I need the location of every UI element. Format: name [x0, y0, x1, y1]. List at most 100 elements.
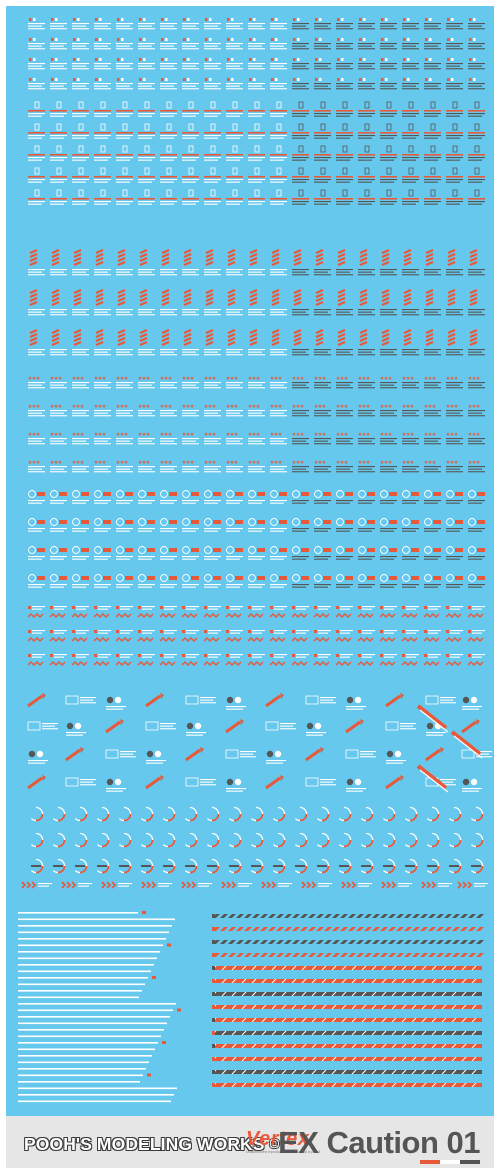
star-icon	[362, 404, 366, 408]
warning-underline	[248, 154, 265, 156]
warning-underline	[94, 154, 111, 156]
decal-text-line	[296, 606, 309, 608]
caution-square	[51, 58, 54, 61]
circle-badge	[50, 574, 58, 582]
decal-text-line	[292, 412, 306, 414]
decal-text-line	[248, 502, 262, 504]
caution-square	[359, 18, 362, 21]
hazard-stripe	[388, 940, 396, 944]
badge-block	[477, 520, 485, 524]
circle-badge	[248, 546, 256, 554]
decal-text-line	[274, 632, 284, 634]
hazard-stripe	[337, 340, 346, 347]
warning-underline	[226, 198, 243, 200]
decal-text-line	[98, 632, 108, 634]
star-icon	[102, 432, 106, 436]
caution-square	[253, 58, 256, 61]
warning-underline	[380, 176, 397, 178]
badge-block	[235, 492, 243, 496]
hazard-stripe	[308, 953, 316, 957]
decal-text-line	[116, 274, 133, 276]
decal-text-line	[314, 43, 331, 45]
decal-text-line	[424, 438, 441, 440]
ring-icon	[57, 865, 66, 874]
hazard-stripe	[29, 252, 38, 259]
hazard-stripe	[381, 256, 390, 263]
decal-text-line	[160, 530, 174, 532]
decal-text-line	[424, 63, 441, 65]
warning-box-outline	[276, 101, 282, 109]
caution-square	[407, 78, 410, 81]
decal-text-line	[426, 734, 443, 736]
badge-block	[81, 520, 89, 524]
decal-text-line	[116, 157, 133, 159]
decal-text-line	[402, 115, 416, 117]
caution-square	[319, 38, 322, 41]
decal-text-line	[380, 382, 397, 384]
decal-text-line	[78, 885, 89, 887]
star-icon	[208, 432, 212, 436]
danger-square	[402, 630, 405, 633]
decal-text-line	[72, 201, 89, 203]
caution-square	[275, 18, 278, 21]
decal-text-line	[186, 608, 196, 610]
decal-text-line	[358, 159, 372, 161]
decal-text-line	[380, 530, 394, 532]
star-icon	[428, 460, 432, 464]
decal-text-line	[94, 558, 108, 560]
decal-text-line	[106, 788, 126, 790]
star-icon	[292, 404, 296, 408]
decal-text-line	[428, 606, 441, 608]
hazard-stripe	[311, 1004, 317, 1010]
hazard-stripe	[421, 1069, 427, 1075]
star-icon	[160, 460, 164, 464]
info-panel	[425, 695, 439, 705]
decal-text-line	[94, 25, 108, 27]
decal-text-line	[424, 68, 441, 70]
hazard-stripe	[161, 332, 170, 339]
decal-text-line	[18, 1009, 173, 1012]
decal-text-line	[204, 351, 218, 353]
decal-text-line	[50, 387, 67, 389]
decal-text-line	[358, 885, 369, 887]
wing-icon	[416, 704, 448, 730]
decal-text-line	[402, 68, 419, 70]
decal-text-line	[380, 351, 394, 353]
hazard-stripe	[331, 1082, 337, 1088]
decal-text-line	[270, 181, 284, 183]
decal-text-line	[446, 349, 463, 351]
circle-badge	[336, 574, 344, 582]
decal-text-line	[72, 88, 89, 90]
warning-box-outline	[100, 167, 106, 175]
decal-text-line	[182, 25, 196, 27]
circle-badge	[28, 546, 36, 554]
decal-text-line	[204, 65, 218, 67]
decal-text-line	[248, 387, 265, 389]
arrow-icon	[27, 694, 43, 708]
chevron-icon	[261, 881, 267, 889]
decal-text-line	[94, 179, 111, 181]
hazard-stripe	[451, 1056, 457, 1062]
decal-text-line	[72, 23, 89, 25]
ring-icon	[475, 865, 484, 874]
hazard-stripe	[324, 953, 332, 957]
hazard-stripe	[337, 256, 346, 263]
hazard-stripe	[461, 978, 467, 984]
caution-square	[403, 58, 406, 61]
star-icon	[432, 404, 436, 408]
decal-text-line	[160, 23, 177, 25]
decal-text-line	[160, 135, 177, 137]
decal-text-line	[50, 410, 67, 412]
warning-box-outline	[188, 101, 194, 109]
decal-text-line	[380, 384, 394, 386]
hazard-stripe	[284, 927, 292, 931]
decal-text-line	[402, 438, 419, 440]
chevron-icon	[226, 881, 232, 889]
caution-square	[341, 18, 344, 21]
decal-text-line	[94, 468, 108, 470]
hazard-stripe	[117, 256, 126, 263]
decal-text-line	[94, 45, 108, 47]
hazard-stripe	[351, 1030, 357, 1036]
circle-badge	[72, 490, 80, 498]
decal-text-line	[248, 115, 262, 117]
